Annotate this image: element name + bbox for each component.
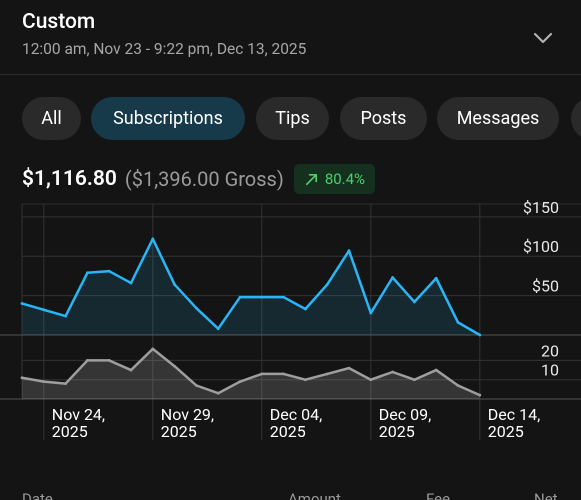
series-0-point <box>282 295 285 299</box>
earnings-summary: $1,116.80 ($1,396.00 Gross) 80.4% <box>22 164 376 194</box>
x-tick-label-year: 2025 <box>52 422 88 441</box>
series-0-point <box>391 276 394 279</box>
series-1-point <box>173 364 177 368</box>
series-1-point <box>347 366 351 370</box>
x-tick-label-year: 2025 <box>379 422 415 441</box>
y-tick-label: $50 <box>532 277 559 296</box>
series-1-area <box>22 348 480 399</box>
y-tick-label: 10 <box>541 361 559 380</box>
x-tick-label: Dec 04, <box>270 405 322 424</box>
x-tick-label: Nov 24, <box>52 405 105 424</box>
x-tick-label: Nov 29, <box>161 405 214 424</box>
series-0-point <box>20 302 24 305</box>
column-date: Date <box>22 490 53 500</box>
series-1-point <box>434 368 438 372</box>
series-0-point <box>64 314 67 318</box>
series-1-point <box>216 391 220 395</box>
series-1-point <box>456 384 460 387</box>
series-0-point <box>195 306 198 310</box>
series-1-point <box>151 347 155 351</box>
series-1-point <box>42 380 46 384</box>
series-0-line <box>20 237 482 337</box>
series-1-point <box>304 378 307 382</box>
x-tick-label-year: 2025 <box>488 422 524 441</box>
series-1-point <box>478 393 482 397</box>
date-range-label: 12:00 am, Nov 23 - 9:22 pm, Dec 13, 2025 <box>22 40 307 58</box>
x-tick-label: Dec 09, <box>379 405 431 424</box>
series-1-point <box>238 380 242 384</box>
series-1-point <box>20 376 24 380</box>
series-0-point <box>173 283 177 286</box>
series-1-point <box>325 372 329 376</box>
category-tabs: All Subscriptions Tips Posts Messages <box>0 97 581 141</box>
series-1-point <box>391 370 394 374</box>
series-0-area <box>22 238 480 335</box>
series-0-point <box>369 311 373 315</box>
series-0-point <box>456 320 460 324</box>
series-0-point <box>304 307 307 311</box>
net-earnings: $1,116.80 <box>22 167 117 191</box>
series-0-point <box>347 249 351 253</box>
series-0-point <box>107 269 111 273</box>
tab-messages[interactable]: Messages <box>437 97 559 140</box>
tab-all[interactable]: All <box>22 97 81 140</box>
series-0-point <box>216 327 220 331</box>
series-1-line <box>20 347 482 397</box>
series-0-point <box>413 300 416 304</box>
trend-up-arrow-icon <box>305 173 317 185</box>
series-0-point <box>434 276 438 280</box>
column-amount: Amount <box>288 490 341 500</box>
y-tick-label: $150 <box>523 200 559 217</box>
series-1-point <box>282 372 285 376</box>
series-1-point <box>195 384 198 387</box>
tab-subscriptions[interactable]: Subscriptions <box>91 97 245 140</box>
series-1-point <box>260 372 264 376</box>
series-0-point <box>325 283 329 286</box>
series-0-point <box>238 295 242 299</box>
header[interactable]: Custom 12:00 am, Nov 23 - 9:22 pm, Dec 1… <box>0 0 581 75</box>
series-1-point <box>107 359 111 362</box>
series-1-point <box>64 382 67 385</box>
change-badge: 80.4% <box>293 164 376 194</box>
table-header: Date Amount Fee Net <box>0 490 581 500</box>
tab-posts[interactable]: Posts <box>340 97 427 140</box>
change-percent: 80.4% <box>324 170 366 188</box>
series-0-point <box>129 281 133 285</box>
series-0-point <box>478 333 482 337</box>
tab-overflow[interactable] <box>571 97 581 140</box>
gross-earnings: ($1,396.00 Gross) <box>124 167 284 191</box>
y-tick-label: $100 <box>523 237 559 256</box>
series-0-point <box>42 308 46 312</box>
series-0-point <box>86 271 89 275</box>
x-tick-label-year: 2025 <box>270 422 306 441</box>
series-0-point <box>151 237 155 241</box>
series-1-point <box>129 368 133 372</box>
column-net: Net <box>534 490 558 500</box>
series-1-point <box>86 359 89 362</box>
y-tick-label: 20 <box>541 341 559 360</box>
page-title: Custom <box>22 10 96 34</box>
series-1-point <box>413 378 416 382</box>
chevron-down-icon[interactable] <box>531 26 555 50</box>
x-tick-label: Dec 14, <box>488 405 540 424</box>
tab-tips[interactable]: Tips <box>256 97 329 140</box>
series-0-point <box>260 295 264 299</box>
series-1-point <box>369 378 373 382</box>
x-tick-label-year: 2025 <box>161 422 197 441</box>
column-fee: Fee <box>426 490 451 500</box>
